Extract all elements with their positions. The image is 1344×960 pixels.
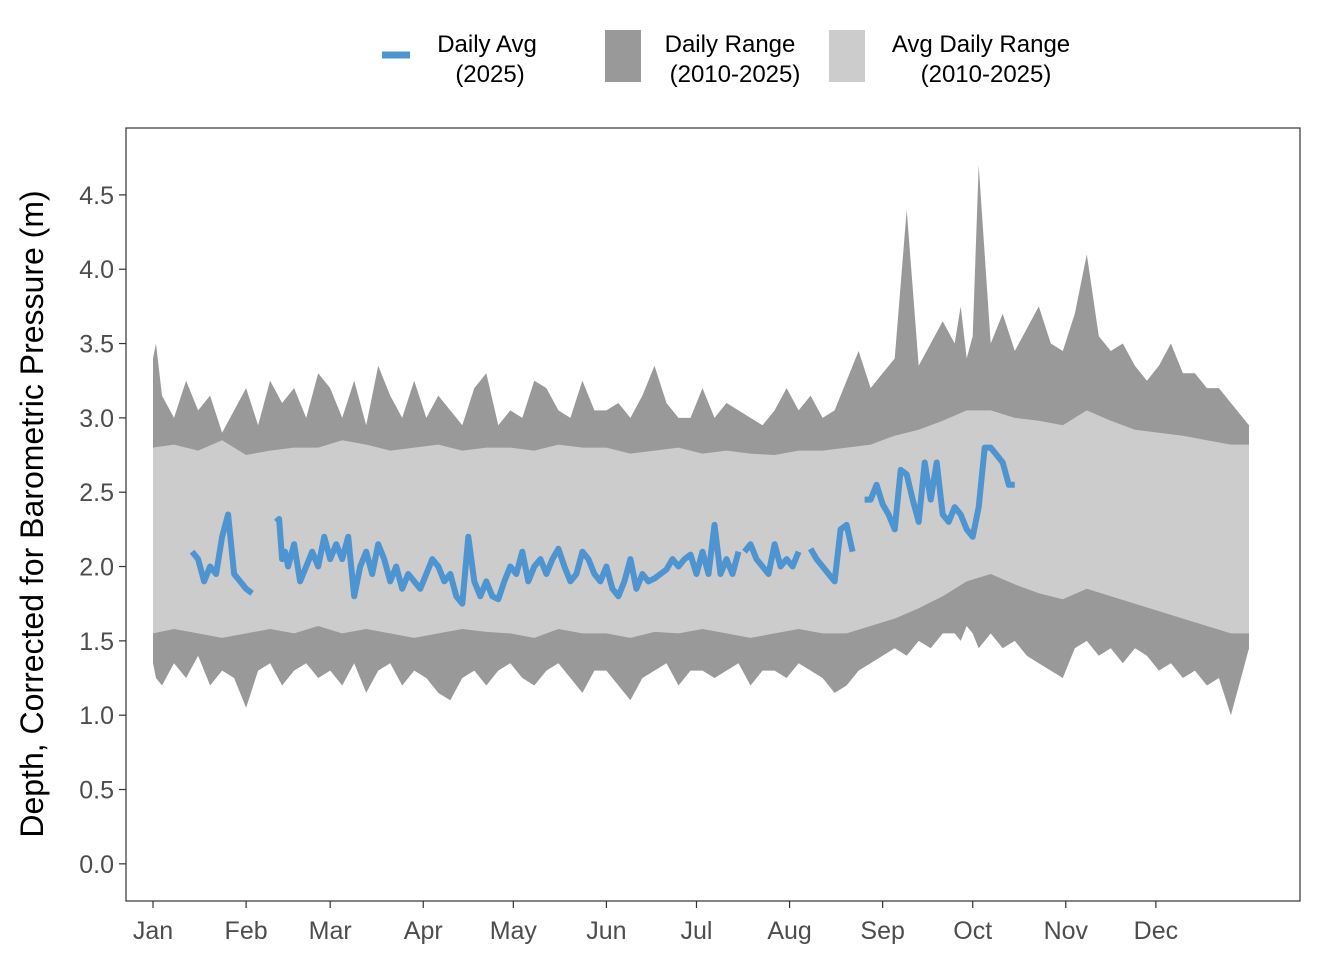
x-tick-label: May (490, 917, 538, 945)
y-tick-label: 0.0 (79, 851, 114, 879)
y-tick-label: 4.5 (79, 182, 114, 210)
legend-label-daily-avg-line2: (2025) (455, 61, 524, 88)
legend: Daily Avg (2025) Daily Range (2010-2025)… (382, 30, 1070, 88)
x-tick-label: Jan (133, 917, 173, 945)
y-axis: 0.0 0.5 1.0 1.5 2.0 2.5 3.0 3.5 4.0 4.5 (79, 182, 126, 879)
x-tick-label: Apr (404, 917, 443, 945)
legend-label-avg-daily-range-line1: Avg Daily Range (892, 31, 1070, 58)
x-tick-label: Jun (586, 917, 626, 945)
legend-key-avg-daily-range (829, 30, 865, 82)
y-tick-label: 3.5 (79, 331, 114, 359)
plot-area (153, 165, 1249, 716)
legend-label-daily-range-line2: (2010-2025) (670, 61, 801, 88)
x-tick-label: Dec (1134, 917, 1178, 945)
daily-avg-line-segment-5 (864, 444, 1015, 540)
legend-label-avg-daily-range-line2: (2010-2025) (921, 61, 1052, 88)
x-tick-label: Mar (309, 917, 352, 945)
legend-label-daily-range-line1: Daily Range (665, 31, 796, 58)
plot-panel-border (125, 127, 1301, 902)
x-tick-label: Nov (1044, 917, 1089, 945)
daily-avg-line-segment-4 (808, 521, 856, 585)
legend-key-daily-range (605, 30, 641, 82)
x-tick-label: Oct (953, 917, 992, 945)
y-tick-label: 1.5 (79, 628, 114, 656)
x-tick-label: Feb (225, 917, 268, 945)
x-tick-label: Aug (767, 917, 811, 945)
y-tick-label: 3.0 (79, 405, 114, 433)
y-tick-label: 1.0 (79, 702, 114, 730)
y-tick-label: 4.0 (79, 256, 114, 284)
x-tick-label: Sep (860, 917, 904, 945)
x-tick-label: Jul (681, 917, 713, 945)
y-tick-label: 0.5 (79, 777, 114, 805)
x-axis: Jan Feb Mar Apr May Jun Jul Aug Sep Oct Nov Dec (133, 901, 1178, 945)
daily-avg-line-segment-1 (189, 511, 254, 596)
y-tick-label: 2.0 (79, 554, 114, 582)
y-tick-label: 2.5 (79, 479, 114, 507)
daily-avg-line-segment-3 (742, 541, 802, 577)
daily-avg-line-segment-2 (274, 516, 742, 607)
y-axis-title: Depth, Corrected for Barometric Pressure… (14, 190, 50, 837)
legend-label-daily-avg-line1: Daily Avg (437, 31, 537, 58)
avg-daily-range-ribbon (153, 410, 1249, 638)
